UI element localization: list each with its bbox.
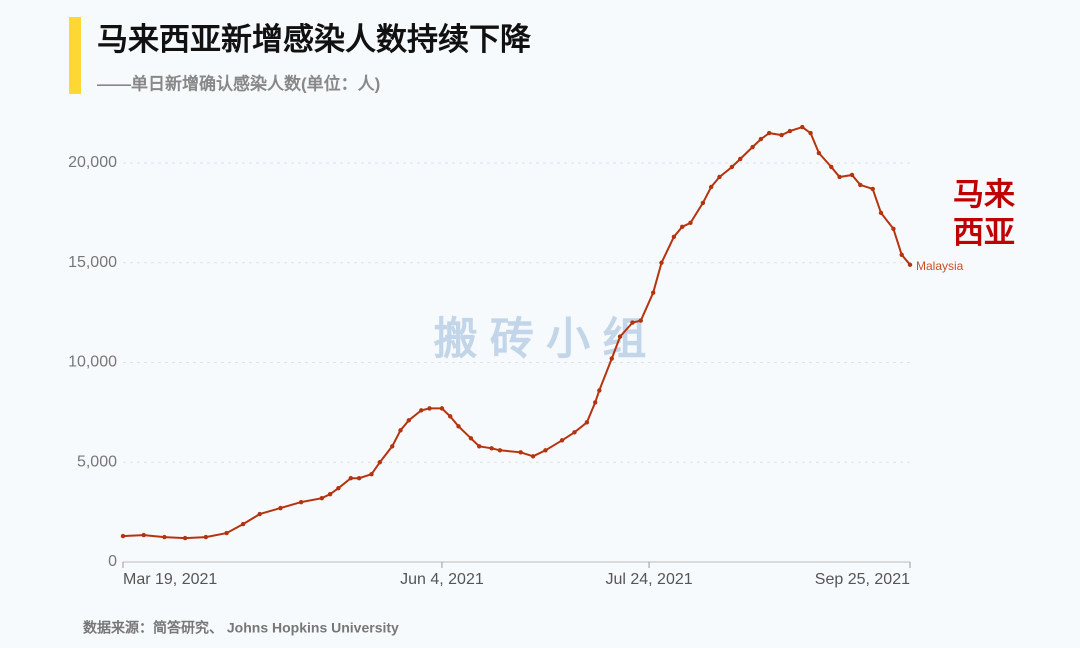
chart-subtitle: ——单日新增确认感染人数(单位：人) [97,73,380,93]
point [650,290,656,295]
point [257,511,262,517]
point [617,334,623,339]
x-tick-label: Sep 25, 2021 [815,571,910,588]
annotation-box: 马来西亚 [953,177,1015,250]
point [497,448,503,453]
point [849,172,855,178]
point [489,446,494,451]
point [419,408,424,413]
point [584,420,590,425]
point [766,130,772,136]
annotation: 马来西亚 [953,177,1015,250]
point [717,174,722,180]
point [659,260,664,265]
point [141,532,146,538]
point [406,418,412,423]
chart-title: 马来西亚新增感染人数持续下降 [97,22,532,57]
point [390,444,395,449]
point [758,136,764,142]
source: 数据来源：简答研究、 Johns Hopkins University [83,620,399,636]
y-tick-label: 0 [108,553,117,570]
point [630,320,635,325]
point [708,184,714,190]
point [543,448,548,453]
point [891,226,896,232]
series-label: Malaysia [916,259,964,273]
point [899,252,904,257]
point [530,454,536,459]
point [800,124,805,130]
x-tick-label: Jul 24, 2021 [605,571,692,588]
point [398,428,403,433]
point [203,534,209,540]
point [597,388,602,393]
watermark: 搬 砖 小 组 [434,315,647,364]
point [369,472,374,477]
point [609,356,614,361]
point [518,450,523,455]
y-tick-label: 10,000 [68,354,117,371]
y-tick-label: 5,000 [77,453,117,470]
point [572,430,577,435]
point [327,491,333,497]
point [162,534,167,540]
point [837,174,842,180]
point [377,460,383,465]
point [439,406,445,411]
point [700,200,706,206]
point [858,182,863,188]
point [779,132,784,138]
point [559,438,565,443]
point [816,150,822,156]
point [737,156,743,162]
point [593,400,598,405]
point [808,130,813,136]
point [427,406,432,411]
point [120,533,126,539]
point [348,476,354,481]
x-tick-label: Mar 19, 2021 [123,571,217,588]
point [356,476,362,481]
point [456,424,461,429]
point [224,530,229,536]
point [240,521,246,527]
point [468,436,474,441]
y-tick-label: 15,000 [68,254,117,271]
y-tick-label: 20,000 [68,154,117,171]
point [907,262,913,267]
point [448,414,453,419]
x-tick-label: Jun 4, 2021 [400,571,484,588]
point [688,220,693,226]
point [878,210,884,216]
point [750,144,755,150]
point [679,224,685,230]
point [671,234,677,240]
point [298,499,304,505]
point [638,318,643,323]
point [787,128,793,134]
point [278,505,283,511]
point [729,164,735,170]
point [319,495,325,501]
point [182,535,188,541]
point [829,164,834,170]
point [477,444,482,449]
point [336,485,341,491]
point [870,186,875,192]
accent-bar [69,17,81,94]
